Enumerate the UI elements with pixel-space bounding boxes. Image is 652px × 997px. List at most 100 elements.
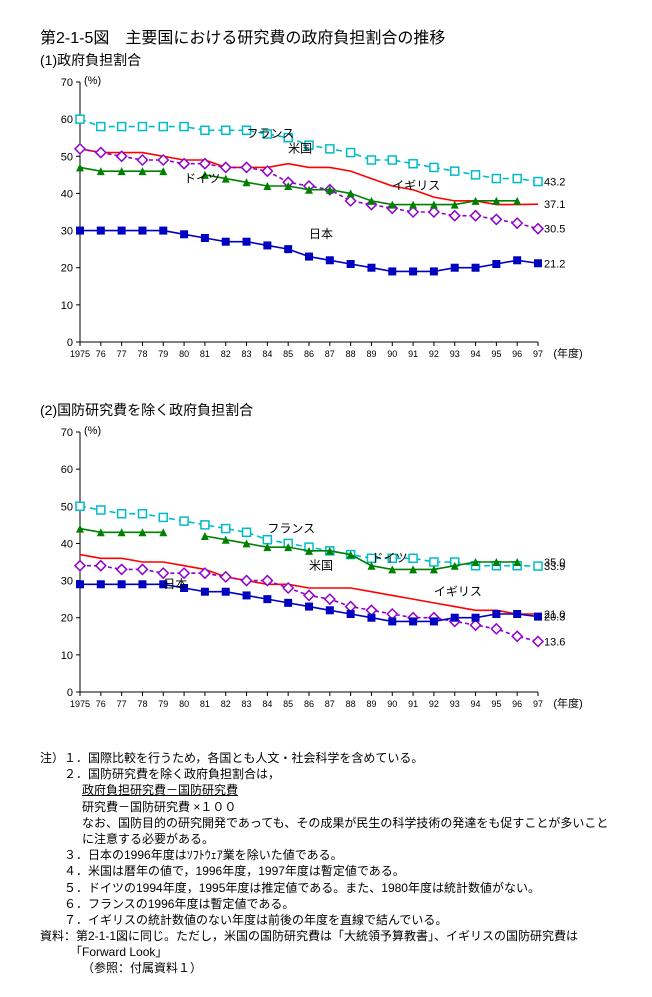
svg-text:ドイツ: ドイツ xyxy=(184,171,220,185)
svg-text:83: 83 xyxy=(242,349,252,359)
svg-text:10: 10 xyxy=(61,300,73,312)
svg-text:86: 86 xyxy=(304,699,314,709)
svg-text:0: 0 xyxy=(67,337,73,349)
svg-text:日本: 日本 xyxy=(309,227,333,241)
reference: （参照：付属資料１） xyxy=(40,960,612,976)
svg-text:30: 30 xyxy=(61,576,73,588)
svg-text:50: 50 xyxy=(61,501,73,513)
svg-text:77: 77 xyxy=(117,699,127,709)
svg-text:(%): (%) xyxy=(84,75,101,87)
svg-text:60: 60 xyxy=(61,464,73,476)
svg-text:97: 97 xyxy=(533,699,543,709)
svg-text:30: 30 xyxy=(61,226,73,238)
svg-text:フランス: フランス xyxy=(267,521,315,535)
svg-text:フランス: フランス xyxy=(247,127,295,141)
svg-text:88: 88 xyxy=(346,349,356,359)
formula-multiply: ×１００ xyxy=(193,800,236,814)
svg-text:10: 10 xyxy=(61,650,73,662)
svg-text:20: 20 xyxy=(61,263,73,275)
svg-text:43.2: 43.2 xyxy=(544,177,565,189)
chart2-container: (2)国防研究費を除く政府負担割合 010203040506070(%)1975… xyxy=(40,400,612,720)
svg-text:(%): (%) xyxy=(84,425,101,437)
svg-text:80: 80 xyxy=(179,349,189,359)
svg-text:20: 20 xyxy=(61,613,73,625)
svg-text:21.2: 21.2 xyxy=(544,258,565,270)
svg-text:92: 92 xyxy=(429,699,439,709)
svg-text:92: 92 xyxy=(429,349,439,359)
svg-text:84: 84 xyxy=(262,699,272,709)
svg-text:81: 81 xyxy=(200,349,210,359)
svg-text:83: 83 xyxy=(242,699,252,709)
chart1-container: (1)政府負担割合 010203040506070(%)197576777879… xyxy=(40,50,612,370)
note-1: 注）１．国際比較を行うため，各国とも人文・社会科学を含めている。 xyxy=(40,750,612,766)
svg-text:82: 82 xyxy=(221,349,231,359)
svg-text:89: 89 xyxy=(366,349,376,359)
svg-text:86: 86 xyxy=(304,349,314,359)
svg-text:20.3: 20.3 xyxy=(544,612,565,624)
svg-text:40: 40 xyxy=(61,538,73,550)
svg-text:82: 82 xyxy=(221,699,231,709)
svg-text:90: 90 xyxy=(387,349,397,359)
svg-text:85: 85 xyxy=(283,699,293,709)
chart1-subtitle: (1)政府負担割合 xyxy=(40,50,612,70)
svg-text:87: 87 xyxy=(325,349,335,359)
svg-text:91: 91 xyxy=(408,699,418,709)
source: 資料：第2-1-1図に同じ。ただし，米国の国防研究費は「大統領予算教書」、イギリ… xyxy=(40,928,612,960)
note-6: ６．フランスの1996年度は暫定値である。 xyxy=(40,896,612,912)
svg-text:90: 90 xyxy=(387,699,397,709)
svg-text:80: 80 xyxy=(179,699,189,709)
svg-text:60: 60 xyxy=(61,114,73,126)
note-5: ５．ドイツの1994年度，1995年度は推定値である。また、1980年度は統計数… xyxy=(40,880,612,896)
svg-text:77: 77 xyxy=(117,349,127,359)
svg-text:81: 81 xyxy=(200,699,210,709)
svg-text:(年度): (年度) xyxy=(553,346,582,360)
svg-text:84: 84 xyxy=(262,349,272,359)
svg-text:91: 91 xyxy=(408,349,418,359)
svg-text:米国: 米国 xyxy=(288,142,312,156)
note-2-formula: 政府負担研究費－国防研究費 研究費－国防研究費 ×１００ xyxy=(40,782,612,814)
note-2: ２．国防研究費を除く政府負担割合は， xyxy=(40,766,612,782)
svg-text:1975: 1975 xyxy=(70,349,90,359)
svg-text:97: 97 xyxy=(533,349,543,359)
chart2-subtitle: (2)国防研究費を除く政府負担割合 xyxy=(40,400,612,420)
svg-text:79: 79 xyxy=(158,699,168,709)
svg-text:米国: 米国 xyxy=(309,558,333,572)
formula-denominator: 研究費－国防研究費 xyxy=(82,800,190,814)
svg-text:35.0: 35.0 xyxy=(544,557,565,569)
svg-text:日本: 日本 xyxy=(163,577,187,591)
note-3: ３．日本の1996年度はｿﾌﾄｳｪｱ業を除いた値である。 xyxy=(40,847,612,863)
svg-text:95: 95 xyxy=(491,349,501,359)
svg-text:78: 78 xyxy=(137,699,147,709)
svg-text:78: 78 xyxy=(137,349,147,359)
formula-numerator: 政府負担研究費－国防研究費 xyxy=(82,783,238,797)
svg-text:37.1: 37.1 xyxy=(544,199,565,211)
svg-text:イギリス: イギリス xyxy=(392,179,440,193)
svg-text:96: 96 xyxy=(512,699,522,709)
svg-text:50: 50 xyxy=(61,151,73,163)
note-4: ４．米国は暦年の値で，1996年度，1997年度は暫定値である。 xyxy=(40,863,612,879)
svg-text:(年度): (年度) xyxy=(553,696,582,710)
svg-text:85: 85 xyxy=(283,349,293,359)
chart1-svg: 010203040506070(%)1975767778798081828384… xyxy=(40,70,600,370)
svg-text:40: 40 xyxy=(61,188,73,200)
svg-text:76: 76 xyxy=(96,349,106,359)
svg-text:0: 0 xyxy=(67,687,73,699)
svg-text:88: 88 xyxy=(346,699,356,709)
svg-text:96: 96 xyxy=(512,349,522,359)
svg-text:89: 89 xyxy=(366,699,376,709)
svg-text:87: 87 xyxy=(325,699,335,709)
chart2-svg: 010203040506070(%)1975767778798081828384… xyxy=(40,420,600,720)
svg-text:94: 94 xyxy=(471,699,481,709)
svg-text:93: 93 xyxy=(450,699,460,709)
note-2b: なお、国防目的の研究開発であっても、その成果が民生の科学技術の発達をも促すことが… xyxy=(40,815,612,847)
svg-text:13.6: 13.6 xyxy=(544,636,565,648)
svg-text:95: 95 xyxy=(491,699,501,709)
svg-text:30.5: 30.5 xyxy=(544,224,565,236)
svg-text:1975: 1975 xyxy=(70,699,90,709)
footnotes: 注）１．国際比較を行うため，各国とも人文・社会科学を含めている。 ２．国防研究費… xyxy=(40,750,612,977)
figure-title: 第2-1-5図 主要国における研究費の政府負担割合の推移 xyxy=(40,24,612,48)
svg-text:93: 93 xyxy=(450,349,460,359)
note-7: ７．イギリスの統計数値のない年度は前後の年度を直線で結んでいる。 xyxy=(40,912,612,928)
svg-text:76: 76 xyxy=(96,699,106,709)
svg-text:70: 70 xyxy=(61,77,73,89)
